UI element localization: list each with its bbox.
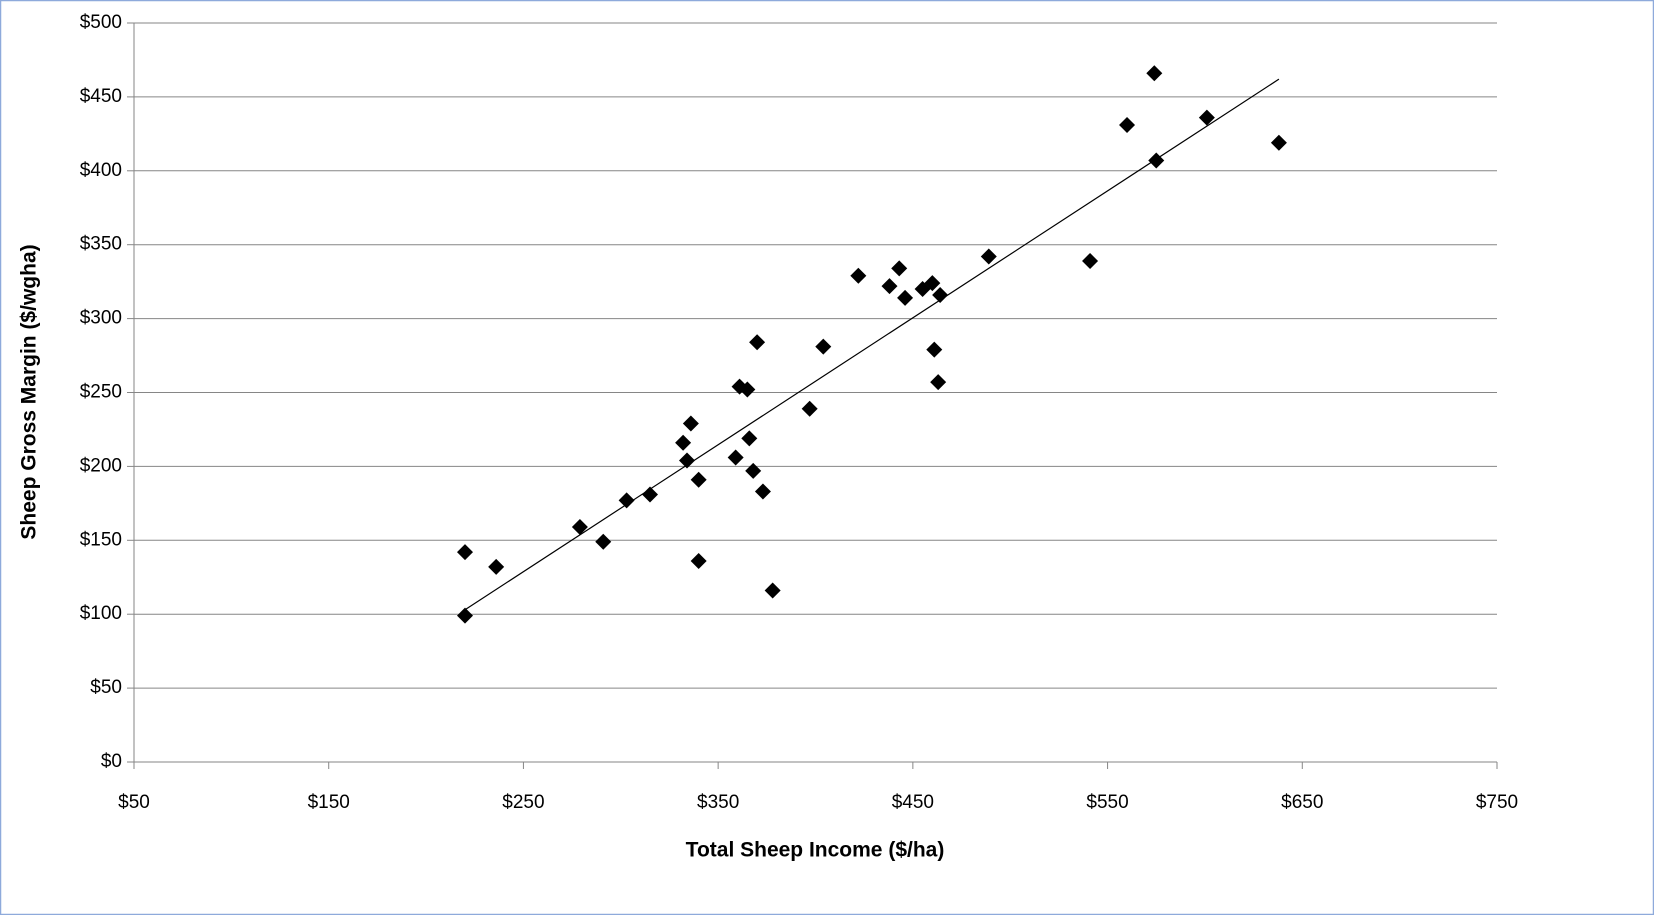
y-tick-label: $150	[80, 529, 122, 550]
point	[749, 334, 766, 351]
point	[932, 286, 949, 303]
point	[678, 452, 695, 469]
point	[1082, 252, 1099, 269]
y-tick-label: $400	[80, 160, 122, 181]
x-tick-label: $450	[892, 792, 934, 813]
point	[1270, 134, 1287, 151]
x-tick-label: $650	[1281, 792, 1323, 813]
point	[764, 582, 781, 599]
point	[741, 430, 758, 447]
x-tick-label: $550	[1086, 792, 1128, 813]
point	[675, 434, 692, 451]
point	[930, 374, 947, 391]
point	[618, 492, 635, 509]
y-axis-title: Sheep Gross Margin ($/wgha)	[18, 244, 41, 539]
point	[457, 544, 474, 561]
point	[881, 278, 898, 295]
point	[980, 248, 997, 265]
x-tick-label: $150	[308, 792, 350, 813]
point	[924, 275, 941, 292]
y-tick-label: $350	[80, 234, 122, 255]
trendline	[464, 78, 1280, 611]
x-tick-label: $350	[697, 792, 739, 813]
point	[897, 289, 914, 306]
point	[1146, 65, 1163, 82]
point	[457, 607, 474, 624]
point	[488, 558, 505, 575]
y-tick-label: $0	[101, 751, 122, 772]
y-tick-label: $200	[80, 455, 122, 476]
y-tick-label: $300	[80, 308, 122, 329]
point	[690, 471, 707, 488]
y-tick-label: $100	[80, 603, 122, 624]
x-tick-label: $750	[1476, 792, 1518, 813]
y-tick-label: $450	[80, 86, 122, 107]
point	[815, 338, 832, 355]
point	[595, 533, 612, 550]
x-tick-label: $250	[502, 792, 544, 813]
point	[571, 518, 588, 535]
point	[850, 267, 867, 284]
y-tick-label: $50	[90, 677, 122, 698]
point	[926, 341, 943, 358]
point	[1119, 116, 1136, 133]
point	[739, 381, 756, 398]
point	[641, 486, 658, 503]
y-tick-label: $500	[80, 12, 122, 33]
y-tick-label: $250	[80, 382, 122, 403]
point	[801, 400, 818, 417]
point	[1198, 109, 1215, 126]
point	[891, 260, 908, 277]
x-tick-label: $50	[118, 792, 150, 813]
point	[745, 462, 762, 479]
point	[682, 415, 699, 432]
point	[690, 552, 707, 569]
point	[727, 449, 744, 466]
x-axis-title: Total Sheep Income ($/ha)	[686, 839, 945, 862]
point	[754, 483, 771, 500]
